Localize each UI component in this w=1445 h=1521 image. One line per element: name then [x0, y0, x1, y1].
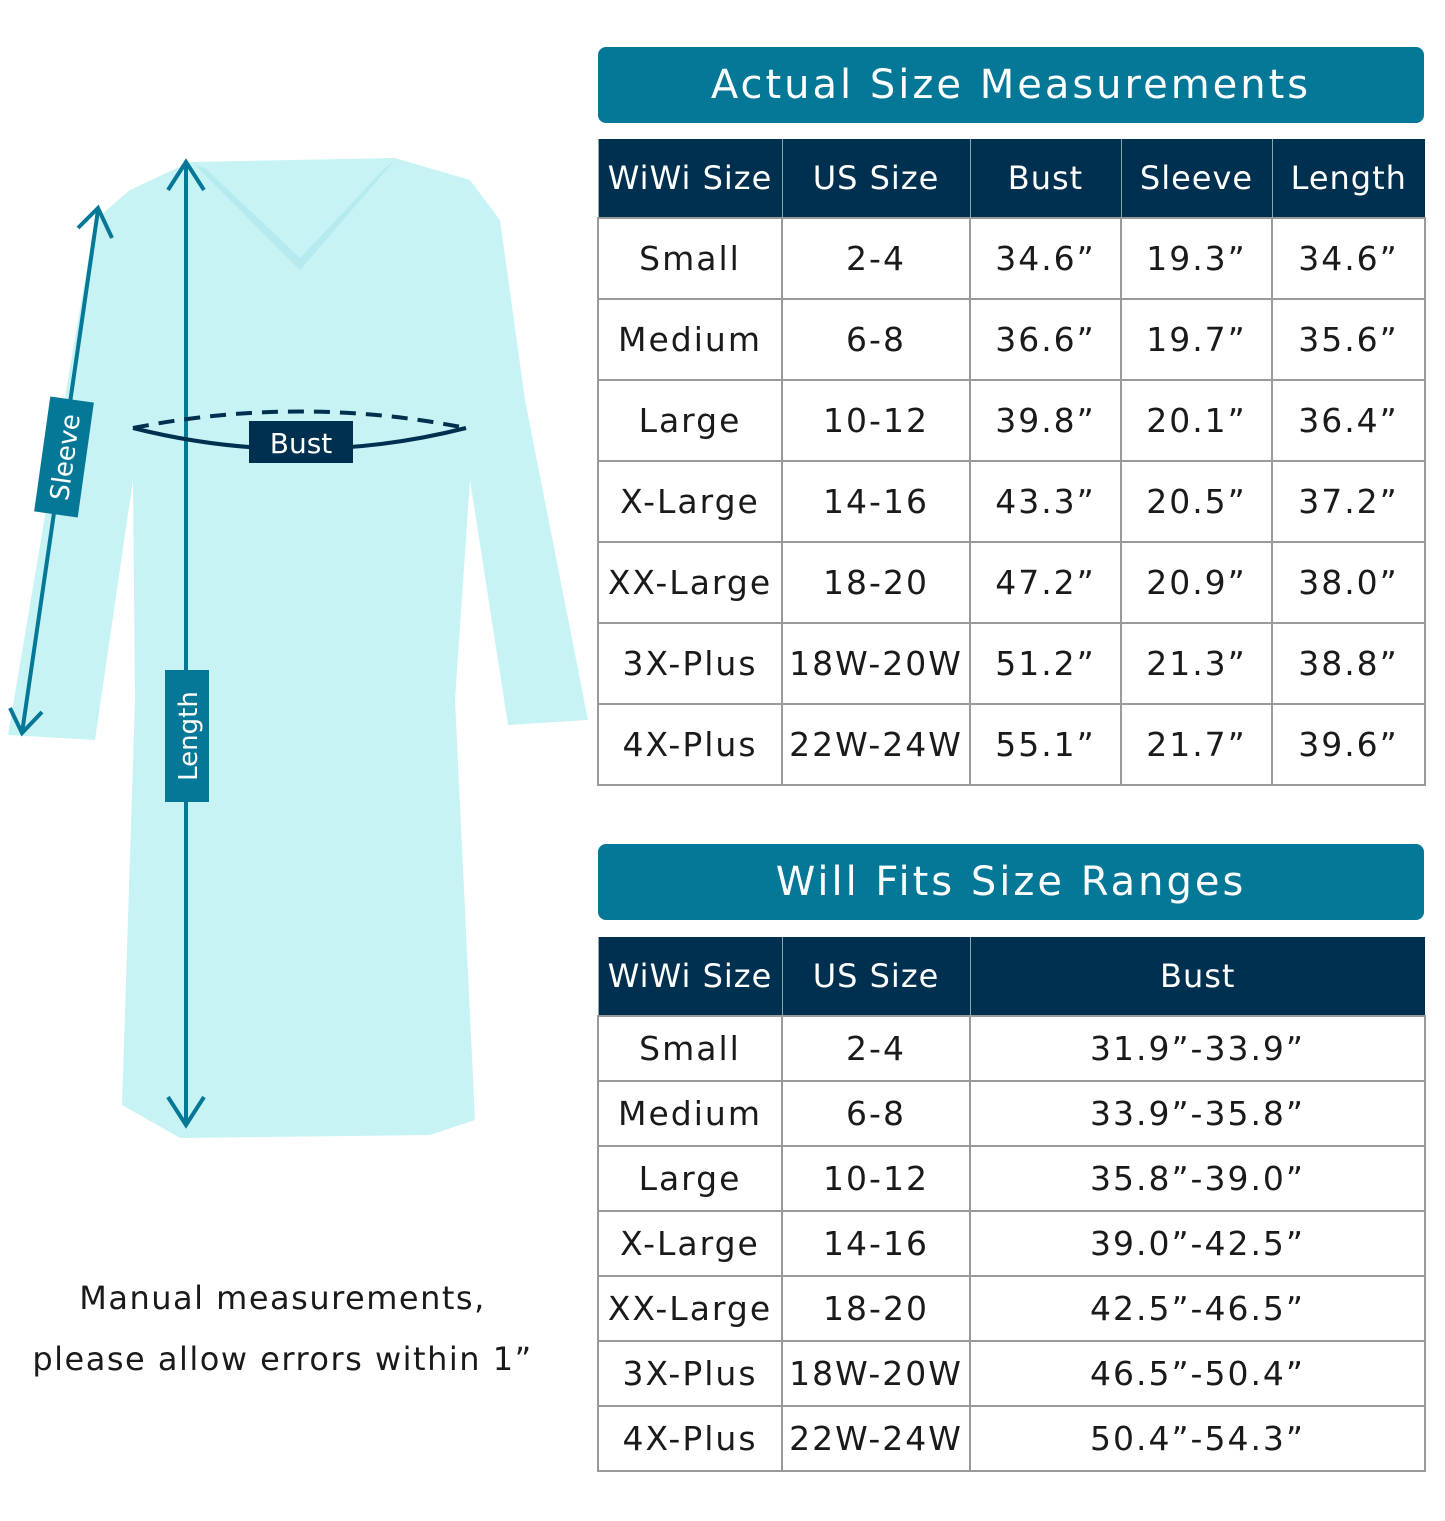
table-cell: Medium	[597, 298, 783, 381]
table-cell: 4X-Plus	[597, 703, 783, 786]
table-cell: X-Large	[597, 460, 783, 543]
table-cell: Medium	[597, 1080, 783, 1147]
table-cell: 6-8	[781, 298, 971, 381]
table-row: Small 2-4 31.9”-33.9”	[597, 1015, 1426, 1082]
table-row: 4X-Plus 22W-24W 55.1” 21.7” 39.6”	[597, 703, 1426, 786]
table-cell: 20.9”	[1120, 541, 1273, 624]
table-cell: 20.1”	[1120, 379, 1273, 462]
table-cell: 46.5”-50.4”	[969, 1340, 1426, 1407]
table-cell: 33.9”-35.8”	[969, 1080, 1426, 1147]
note-line: please allow errors within 1”	[32, 1340, 533, 1378]
table-cell: Large	[597, 1145, 783, 1212]
note-line: Manual measurements,	[79, 1279, 486, 1317]
table-cell: 42.5”-46.5”	[969, 1275, 1426, 1342]
table-cell: 6-8	[781, 1080, 971, 1147]
table-cell: 36.6”	[969, 298, 1122, 381]
bust-label: Bust	[249, 421, 353, 463]
table-cell: 39.8”	[969, 379, 1122, 462]
table-cell: 38.8”	[1271, 622, 1426, 705]
table-row: Medium 6-8 33.9”-35.8”	[597, 1080, 1426, 1147]
table-cell: 14-16	[781, 460, 971, 543]
table-cell: 20.5”	[1120, 460, 1273, 543]
table-cell: 43.3”	[969, 460, 1122, 543]
table-cell: 18W-20W	[781, 1340, 971, 1407]
column-header: US Size	[781, 139, 970, 218]
svg-text:Length: Length	[174, 691, 204, 781]
table-cell: Small	[597, 1015, 783, 1082]
table-cell: 22W-24W	[781, 703, 971, 786]
table-cell: 18W-20W	[781, 622, 971, 705]
table-cell: 14-16	[781, 1210, 971, 1277]
table-row: 4X-Plus 22W-24W 50.4”-54.3”	[597, 1405, 1426, 1472]
column-header: Length	[1271, 139, 1425, 218]
table-row: X-Large 14-16 39.0”-42.5”	[597, 1210, 1426, 1277]
table-cell: 35.6”	[1271, 298, 1426, 381]
size-range-title: Will Fits Size Ranges	[598, 844, 1424, 920]
measurement-note: Manual measurements, please allow errors…	[0, 1268, 565, 1390]
table-cell: 4X-Plus	[597, 1405, 783, 1472]
table-cell: 22W-24W	[781, 1405, 971, 1472]
table-cell: 10-12	[781, 1145, 971, 1212]
table-cell: 21.3”	[1120, 622, 1273, 705]
table-cell: XX-Large	[597, 1275, 783, 1342]
table-cell: 37.2”	[1271, 460, 1426, 543]
table-cell: 3X-Plus	[597, 622, 783, 705]
table-row: 3X-Plus 18W-20W 46.5”-50.4”	[597, 1340, 1426, 1407]
table-cell: 19.7”	[1120, 298, 1273, 381]
table-row: 3X-Plus 18W-20W 51.2” 21.3” 38.8”	[597, 622, 1426, 705]
column-header: US Size	[781, 937, 970, 1016]
actual-size-title: Actual Size Measurements	[598, 47, 1424, 123]
table-cell: 19.3”	[1120, 217, 1273, 300]
table-cell: 47.2”	[969, 541, 1122, 624]
table-cell: 50.4”-54.3”	[969, 1405, 1426, 1472]
column-header: Bust	[969, 139, 1121, 218]
sleeve-label: Sleeve	[34, 396, 94, 518]
table-cell: 31.9”-33.9”	[969, 1015, 1426, 1082]
table-cell: 38.0”	[1271, 541, 1426, 624]
table-cell: 10-12	[781, 379, 971, 462]
table-row: XX-Large 18-20 42.5”-46.5”	[597, 1275, 1426, 1342]
svg-text:Bust: Bust	[270, 427, 333, 460]
table-cell: Large	[597, 379, 783, 462]
table-cell: XX-Large	[597, 541, 783, 624]
table-row: XX-Large 18-20 47.2” 20.9” 38.0”	[597, 541, 1426, 624]
table-row: Medium 6-8 36.6” 19.7” 35.6”	[597, 298, 1426, 381]
table-cell: 39.0”-42.5”	[969, 1210, 1426, 1277]
table-row: Small 2-4 34.6” 19.3” 34.6”	[597, 217, 1426, 300]
table-cell: 51.2”	[969, 622, 1122, 705]
table-cell: 34.6”	[969, 217, 1122, 300]
table-cell: 55.1”	[969, 703, 1122, 786]
table-row: Large 10-12 39.8” 20.1” 36.4”	[597, 379, 1426, 462]
table-cell: 39.6”	[1271, 703, 1426, 786]
table-cell: 2-4	[781, 1015, 971, 1082]
column-header: Bust	[969, 937, 1425, 1016]
table-row: X-Large 14-16 43.3” 20.5” 37.2”	[597, 460, 1426, 543]
table-row: Large 10-12 35.8”-39.0”	[597, 1145, 1426, 1212]
column-header: WiWi Size	[597, 139, 782, 218]
dress-image	[8, 158, 588, 1138]
size-range-table: WiWi Size US Size Bust Small 2-4 31.9”-33.9” M…	[597, 937, 1426, 1472]
length-label: Length	[165, 670, 209, 802]
table-cell: 36.4”	[1271, 379, 1426, 462]
table-cell: 18-20	[781, 541, 971, 624]
table-cell: 21.7”	[1120, 703, 1273, 786]
table-cell: Small	[597, 217, 783, 300]
table-cell: X-Large	[597, 1210, 783, 1277]
dress-diagram: Bust Sleeve Length	[8, 158, 588, 1138]
actual-size-table: WiWi Size US Size Bust Sleeve Length Small 2-4…	[597, 139, 1426, 786]
table-cell: 18-20	[781, 1275, 971, 1342]
table-cell: 2-4	[781, 217, 971, 300]
table-cell: 34.6”	[1271, 217, 1426, 300]
column-header: Sleeve	[1120, 139, 1272, 218]
table-cell: 35.8”-39.0”	[969, 1145, 1426, 1212]
table-cell: 3X-Plus	[597, 1340, 783, 1407]
column-header: WiWi Size	[597, 937, 782, 1016]
